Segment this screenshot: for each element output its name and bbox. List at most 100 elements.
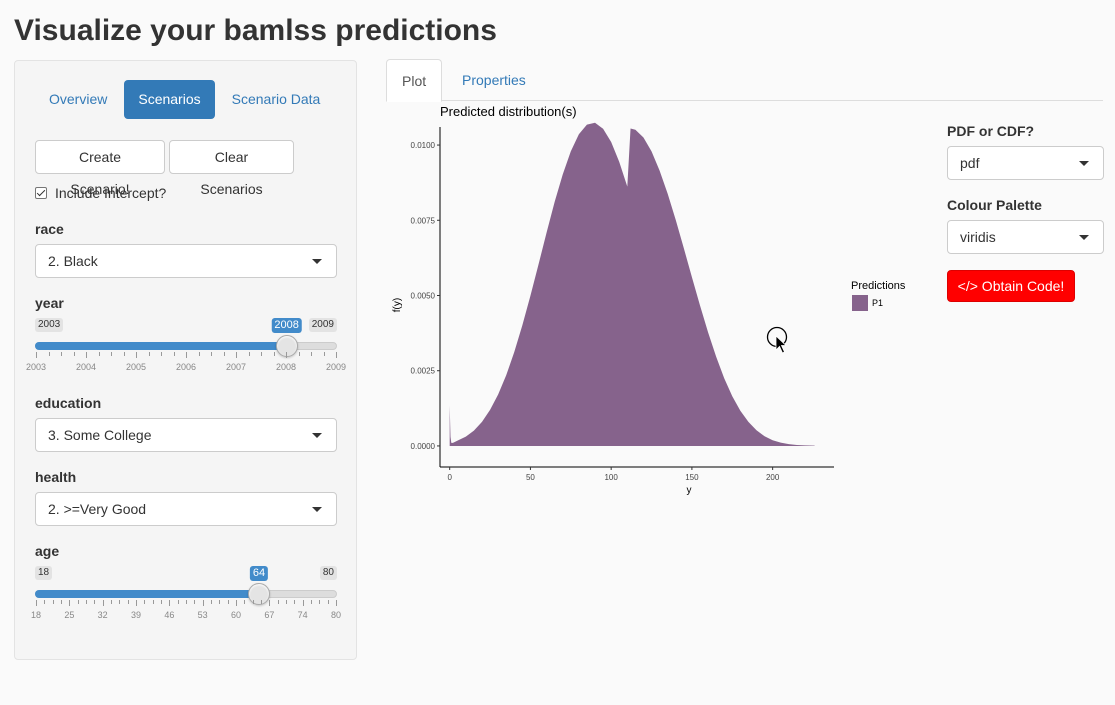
create-scenario-button[interactable]: Create Scenario! [35, 140, 165, 197]
health-label: health [35, 469, 77, 485]
slider-minor-tick [111, 352, 112, 356]
slider-major-tick [302, 600, 304, 606]
year-label: year [35, 295, 64, 311]
slider-minor-tick [194, 600, 196, 604]
slider-minor-tick [73, 352, 75, 356]
slider-major-tick [102, 600, 104, 606]
slider-minor-tick [94, 600, 96, 604]
slider-minor-tick [61, 352, 62, 356]
sidebar-panel: Overview Scenarios Scenario Data Create … [14, 60, 357, 660]
slider-minor-tick [252, 600, 254, 604]
tab-plot[interactable]: Plot [386, 59, 443, 102]
slider-minor-tick [161, 600, 162, 604]
slider-minor-tick [277, 600, 279, 604]
slider-minor-tick [248, 352, 250, 356]
pdf-cdf-label: PDF or CDF? [947, 123, 1035, 139]
slider-minor-tick [286, 600, 287, 604]
slider-minor-tick [323, 352, 325, 356]
year-slider[interactable]: 2003 2009 2008 2003 2004 2005 2006 2007 2008 2… [26, 318, 346, 378]
slider-minor-tick [111, 600, 112, 604]
chart-title: Predicted distribution(s) [440, 104, 577, 119]
slider-tick-label: 53 [197, 610, 208, 620]
slider-tick-label: 67 [264, 610, 275, 620]
legend-swatch-p1 [852, 295, 868, 311]
chevron-down-icon [312, 259, 322, 264]
chevron-down-icon [1079, 161, 1089, 166]
slider-minor-tick [86, 600, 87, 604]
palette-select[interactable]: viridis [947, 220, 1104, 254]
year-slider-fill [35, 342, 287, 350]
pdf-cdf-value: pdf [960, 155, 980, 171]
main-tabs: Plot Properties [386, 59, 1103, 102]
tab-scenarios[interactable]: Scenarios [124, 80, 215, 119]
y-tick-label: 0.0025 [411, 367, 436, 376]
slider-minor-tick [211, 352, 212, 356]
y-tick-label: 0.0000 [411, 442, 436, 451]
obtain-code-button[interactable]: </> Obtain Code! [947, 270, 1075, 302]
tab-properties[interactable]: Properties [462, 72, 526, 88]
age-label: age [35, 543, 60, 559]
slider-minor-tick [177, 600, 179, 604]
age-slider-handle[interactable] [248, 583, 271, 605]
slider-minor-tick [298, 352, 300, 356]
age-slider[interactable]: 18 80 64 18 25 32 39 46 53 60 67 74 80 [31, 566, 341, 626]
slider-minor-tick [123, 352, 125, 356]
year-value-label: 2008 [271, 318, 302, 333]
race-label: race [35, 221, 64, 237]
age-slider-ticks: 18 25 32 39 46 53 60 67 74 80 [31, 600, 341, 626]
slider-tick-label: 74 [297, 610, 308, 620]
tab-overview[interactable]: Overview [49, 91, 108, 107]
year-slider-ticks: 2003 2004 2005 2006 2007 2008 2009 [26, 352, 346, 378]
health-select[interactable]: 2. >=Very Good [35, 492, 337, 526]
slider-tick-label: 2003 [25, 362, 47, 372]
slider-minor-tick [161, 352, 162, 356]
slider-minor-tick [61, 600, 62, 604]
slider-minor-tick [219, 600, 221, 604]
slider-tick-label: 32 [97, 610, 108, 620]
race-value: 2. Black [48, 253, 98, 269]
legend-title: Predictions [851, 280, 906, 292]
page-title: Visualize your bamlss predictions [14, 14, 497, 47]
race-select[interactable]: 2. Black [35, 244, 337, 278]
slider-minor-tick [152, 600, 154, 604]
clear-scenarios-button[interactable]: Clear Scenarios [169, 140, 294, 197]
slider-minor-tick [311, 600, 312, 604]
slider-minor-tick [294, 600, 296, 604]
y-tick-label: 0.0100 [411, 141, 436, 150]
slider-tick-label: 2006 [175, 362, 197, 372]
year-max-label: 2009 [308, 318, 337, 332]
x-tick-label: 0 [447, 473, 452, 482]
slider-tick-label: 25 [64, 610, 75, 620]
slider-tick-label: 2005 [125, 362, 147, 372]
slider-minor-tick [223, 352, 225, 356]
slider-minor-tick [48, 352, 50, 356]
pdf-cdf-select[interactable]: pdf [947, 146, 1104, 180]
slider-major-tick [286, 352, 287, 358]
slider-minor-tick [173, 352, 175, 356]
chevron-down-icon [312, 433, 322, 438]
education-select[interactable]: 3. Some College [35, 418, 337, 452]
slider-minor-tick [148, 352, 150, 356]
slider-minor-tick [52, 600, 54, 604]
slider-tick-label: 46 [164, 610, 175, 620]
slider-tick-label: 2009 [325, 362, 347, 372]
legend-label-p1: P1 [872, 298, 884, 308]
chevron-down-icon [1079, 235, 1089, 240]
series-area-p1 [449, 122, 815, 446]
slider-major-tick [136, 600, 137, 606]
education-value: 3. Some College [48, 427, 152, 443]
year-min-label: 2003 [35, 318, 64, 332]
slider-major-tick [136, 352, 137, 358]
y-axis-label: f(y) [392, 298, 403, 312]
age-max-label: 80 [319, 566, 337, 580]
slider-tick-label: 18 [30, 610, 42, 620]
slider-minor-tick [127, 600, 129, 604]
slider-minor-tick [211, 600, 212, 604]
intercept-checkbox[interactable] [35, 187, 47, 199]
age-min-label: 18 [35, 566, 53, 580]
slider-minor-tick [186, 600, 187, 604]
education-label: education [35, 395, 102, 411]
slider-major-tick [236, 352, 237, 358]
slider-major-tick [36, 600, 37, 606]
tab-scenario-data[interactable]: Scenario Data [231, 91, 321, 107]
